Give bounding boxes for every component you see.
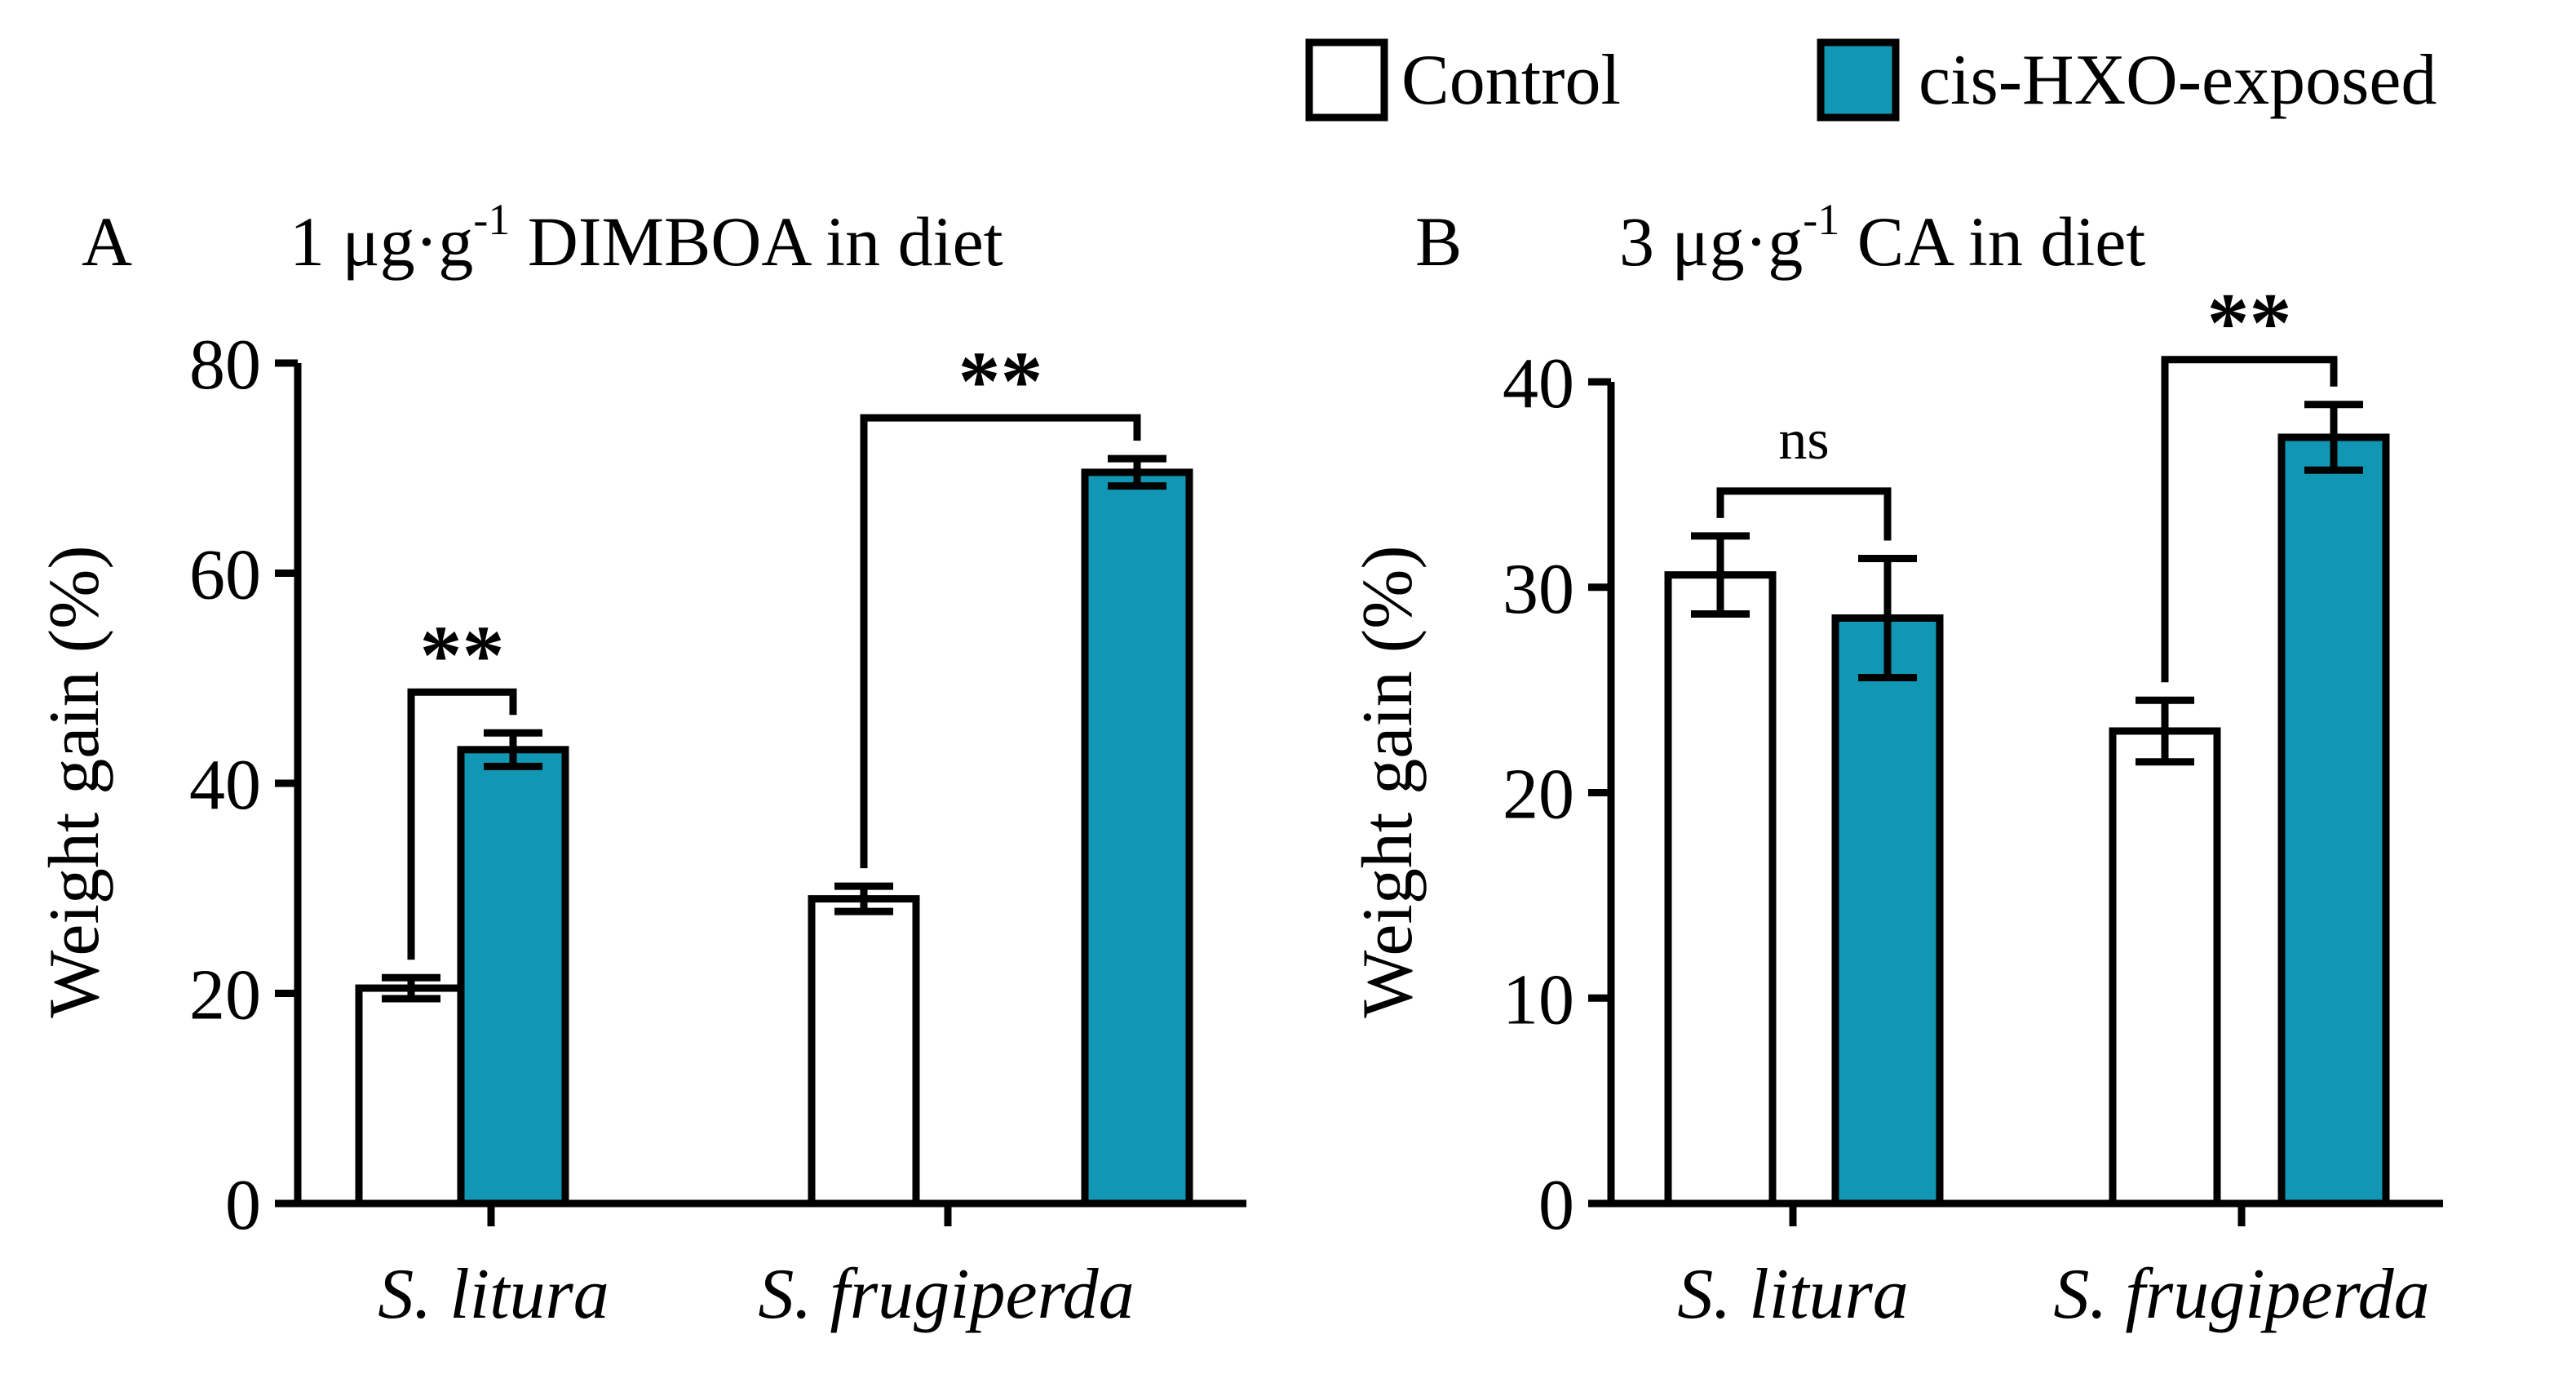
panel-a-significance-bracket-1 bbox=[860, 414, 1141, 869]
legend: Control cis-HXO-exposed bbox=[1305, 38, 2437, 122]
panel-a-bar-control-0 bbox=[355, 984, 467, 1208]
panel-b-error-bar-control-0 bbox=[1691, 532, 1750, 618]
panel-b-plot-area: 0 10 20 30 40 S. litura ns S. frugiperda ** bbox=[1503, 277, 2443, 1334]
panel-a-bar-control-1 bbox=[808, 895, 920, 1208]
panel-a-bar-exposed-1 bbox=[1081, 468, 1193, 1208]
panel-b-x-category-label-1: S. frugiperda bbox=[2053, 1255, 2429, 1334]
panel-a-error-bar-control-1 bbox=[834, 882, 893, 915]
panel-a-error-bar-exposed-1 bbox=[1108, 454, 1166, 490]
panel-a-bar-exposed-0 bbox=[457, 746, 569, 1208]
panel-a-significance-bracket-0 bbox=[407, 688, 517, 960]
panel-b-bar-control-1 bbox=[2109, 727, 2221, 1208]
panel-a-letter: A bbox=[82, 202, 132, 281]
panel-a-significance-label-0: ** bbox=[420, 609, 505, 703]
panel-b-letter: B bbox=[1415, 202, 1462, 281]
panel-b-error-bar-exposed-1 bbox=[2304, 401, 2363, 474]
panel-a-chart: A 1 μg·g-1 DIMBOA in diet Weight gain (%… bbox=[35, 195, 1246, 1334]
panel-b-y-tick-label-40: 40 bbox=[1503, 344, 1574, 423]
panel-b-significance-label-1: ** bbox=[2207, 277, 2292, 370]
panel-b-bar-control-0 bbox=[1664, 571, 1777, 1208]
panel-b-significance-label-0: ns bbox=[1778, 409, 1829, 472]
panel-b-error-bar-exposed-0 bbox=[1858, 555, 1917, 682]
panel-b-bar-exposed-1 bbox=[2277, 433, 2390, 1208]
panel-a-x-category-label-1: S. frugiperda bbox=[758, 1255, 1134, 1334]
panel-b-significance-bracket-0 bbox=[1716, 487, 1892, 541]
panel-a-title: 1 μg·g-1 DIMBOA in diet bbox=[290, 195, 1003, 281]
panel-a-significance-label-1: ** bbox=[958, 335, 1043, 428]
panel-a-y-tick-label-60: 60 bbox=[189, 536, 261, 615]
panel-a-y-tick-label-20: 20 bbox=[189, 956, 261, 1035]
panel-a-y-tick-label-40: 40 bbox=[189, 746, 261, 825]
panel-b-chart: B 3 μg·g-1 CA in diet Weight gain (%) 0 1… bbox=[1348, 195, 2443, 1334]
panel-b-x-category-label-0: S. litura bbox=[1677, 1255, 1909, 1334]
panel-b-y-tick-label-10: 10 bbox=[1503, 960, 1574, 1039]
panel-a-y-tick-label-0: 0 bbox=[225, 1166, 261, 1245]
panel-b-significance-bracket-1 bbox=[2161, 356, 2338, 683]
legend-label-control: Control bbox=[1401, 41, 1621, 120]
panel-b-y-tick-label-0: 0 bbox=[1538, 1166, 1574, 1245]
panel-a-error-bar-control-0 bbox=[382, 973, 440, 1003]
panel-a-plot-area: 0 20 40 60 80 S. litura ** S. frugiperda ** bbox=[189, 326, 1246, 1334]
panel-a-error-bar-exposed-0 bbox=[484, 729, 542, 770]
panel-a-y-tick-label-80: 80 bbox=[189, 326, 261, 405]
panel-b-y-tick-label-30: 30 bbox=[1503, 550, 1574, 629]
panel-b-y-axis-title: Weight gain (%) bbox=[1348, 545, 1427, 1017]
panel-a-x-category-label-0: S. litura bbox=[378, 1255, 609, 1334]
panel-b-title: 3 μg·g-1 CA in diet bbox=[1619, 195, 2145, 281]
legend-swatch-exposed bbox=[1817, 38, 1900, 122]
panel-a-y-axis-title: Weight gain (%) bbox=[35, 545, 114, 1017]
panel-b-error-bar-control-1 bbox=[2136, 696, 2194, 766]
legend-label-exposed: cis-HXO-exposed bbox=[1919, 41, 2437, 120]
panel-b-y-tick-label-20: 20 bbox=[1503, 756, 1574, 835]
legend-swatch-control bbox=[1305, 38, 1388, 122]
panel-b-bar-exposed-0 bbox=[1831, 614, 1944, 1208]
